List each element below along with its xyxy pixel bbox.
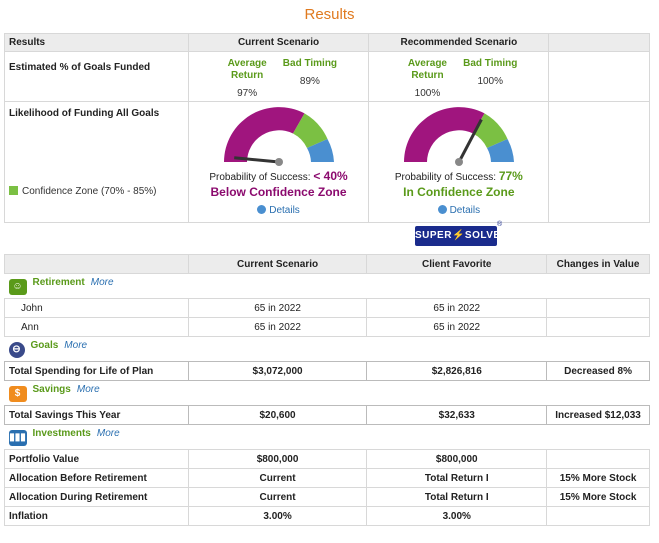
row-current: Current: [187, 468, 368, 488]
bad-timing-label: Bad Timing: [463, 58, 518, 69]
gauge-high-zone: [306, 139, 334, 162]
savings-icon: $: [8, 386, 27, 402]
row-label: Allocation Before Retirement: [4, 468, 189, 488]
row-client: $32,633: [366, 405, 548, 425]
table-row: Allocation During Retirement Current Tot…: [4, 487, 650, 507]
info-icon: [257, 205, 267, 214]
table-row: Ann 65 in 2022 65 in 2022: [4, 317, 650, 337]
investments-icon: ▮▮▮: [8, 430, 27, 446]
row-current: $20,600: [187, 405, 368, 425]
table-row: John 65 in 2022 65 in 2022: [4, 298, 650, 318]
row-client: Total Return I: [366, 487, 548, 507]
gauge-needle: [233, 156, 279, 164]
gauge-low-zone: [223, 107, 305, 162]
retirement-more-link[interactable]: More: [90, 277, 114, 288]
row-change: [546, 449, 650, 469]
recommended-avg-return: 100%: [414, 88, 441, 99]
table-row: Total Spending for Life of Plan $3,072,0…: [4, 361, 650, 381]
row-label: Allocation During Retirement: [4, 487, 189, 507]
recommended-probability-value: 77%: [498, 169, 523, 183]
page-title: Results: [304, 6, 355, 23]
row-current: 65 in 2022: [187, 317, 368, 337]
row-label: John: [4, 298, 189, 318]
row-goals-funded: Estimated % of Goals Funded: [4, 51, 189, 102]
row-current: 3.00%: [187, 506, 368, 526]
row-label: Total Savings This Year: [4, 405, 189, 425]
row-change: [546, 506, 650, 526]
recommended-gauge: [403, 107, 514, 166]
current-avg-return: 97%: [237, 88, 258, 99]
row-change: [546, 317, 650, 337]
recommended-probability: Probability of Success: 77%: [394, 169, 523, 183]
current-gauge: [223, 107, 334, 166]
row-current: $3,072,000: [187, 361, 368, 381]
row-change: 15% More Stock: [546, 468, 650, 488]
row-current: $800,000: [187, 449, 368, 469]
row-client: $2,826,816: [366, 361, 548, 381]
lightning-icon: ⚡: [451, 230, 465, 241]
row-current: Current: [187, 487, 368, 507]
row-change: [546, 298, 650, 318]
row-client: Total Return I: [366, 468, 548, 488]
row-client: 65 in 2022: [366, 298, 548, 318]
supersolve-button[interactable]: SUPER⚡SOLVE: [415, 226, 500, 246]
current-bad-timing: 89%: [299, 76, 320, 87]
row-change: 15% More Stock: [546, 487, 650, 507]
section-goals-title: Goals: [30, 340, 59, 351]
col-recommended-scenario: Recommended Scenario: [368, 33, 550, 52]
goals-more-link[interactable]: More: [64, 340, 88, 351]
goals-icon: ⊖: [8, 342, 25, 358]
row-label: Total Spending for Life of Plan: [4, 361, 189, 381]
row-label: Portfolio Value: [4, 449, 189, 469]
avg-return-label: Average Return: [227, 58, 267, 81]
confidence-zone-swatch: [9, 186, 18, 195]
retirement-icon: ☺: [8, 279, 27, 295]
col-current-scenario: Current Scenario: [187, 33, 370, 52]
comparison-table: Current Scenario Client Favorite Changes…: [4, 254, 650, 526]
gauge-high-zone: [486, 139, 514, 162]
savings-more-link[interactable]: More: [76, 384, 100, 395]
row-client: 3.00%: [366, 506, 548, 526]
gauge-pivot: [274, 158, 283, 166]
gauge-pivot: [454, 158, 463, 166]
row-label: Ann: [4, 317, 189, 337]
recommended-details-link[interactable]: Details: [369, 205, 548, 216]
row-current: 65 in 2022: [187, 298, 368, 318]
gauge-confidence-zone: [292, 113, 328, 148]
recommended-bad-timing: 100%: [477, 76, 504, 87]
gauge-needle: [457, 118, 483, 163]
gauge-low-zone: [403, 107, 485, 162]
table-row: Total Savings This Year $20,600 $32,633 …: [4, 405, 650, 425]
section-savings-title: Savings: [32, 384, 71, 395]
info-icon: [437, 205, 447, 214]
col-client-favorite: Client Favorite: [366, 254, 548, 274]
col-changes-in-value: Changes in Value: [546, 254, 650, 274]
registered-mark: ®: [497, 221, 503, 228]
confidence-zone-label: Confidence Zone (70% - 85%): [22, 186, 157, 197]
section-investments-title: Investments: [32, 428, 91, 439]
row-client: 65 in 2022: [366, 317, 548, 337]
row-change: Increased $12,033: [546, 405, 650, 425]
investments-more-link[interactable]: More: [96, 428, 120, 439]
table-row: Allocation Before Retirement Current Tot…: [4, 468, 650, 488]
row-label: Inflation: [4, 506, 189, 526]
table-row: Inflation 3.00% 3.00%: [4, 506, 650, 526]
row-likelihood: Likelihood of Funding All Goals: [9, 108, 160, 119]
table-row: Portfolio Value $800,000 $800,000: [4, 449, 650, 469]
col-results: Results: [4, 33, 189, 52]
confidence-zone-legend: Confidence Zone (70% - 85%): [9, 186, 157, 197]
current-details-link[interactable]: Details: [189, 205, 369, 216]
current-probability: Probability of Success: < 40%: [209, 169, 348, 183]
section-retirement-title: Retirement: [32, 277, 85, 288]
bad-timing-label: Bad Timing: [282, 58, 338, 69]
current-zone-status: Below Confidence Zone: [210, 185, 347, 199]
row-change: Decreased 8%: [546, 361, 650, 381]
current-probability-value: < 40%: [313, 169, 348, 183]
recommended-zone-status: In Confidence Zone: [403, 185, 515, 199]
results-summary-table: Results Current Scenario Recommended Sce…: [4, 33, 650, 223]
col-current-scenario: Current Scenario: [187, 254, 368, 274]
avg-return-label: Average Return: [407, 58, 447, 81]
row-client: $800,000: [366, 449, 548, 469]
